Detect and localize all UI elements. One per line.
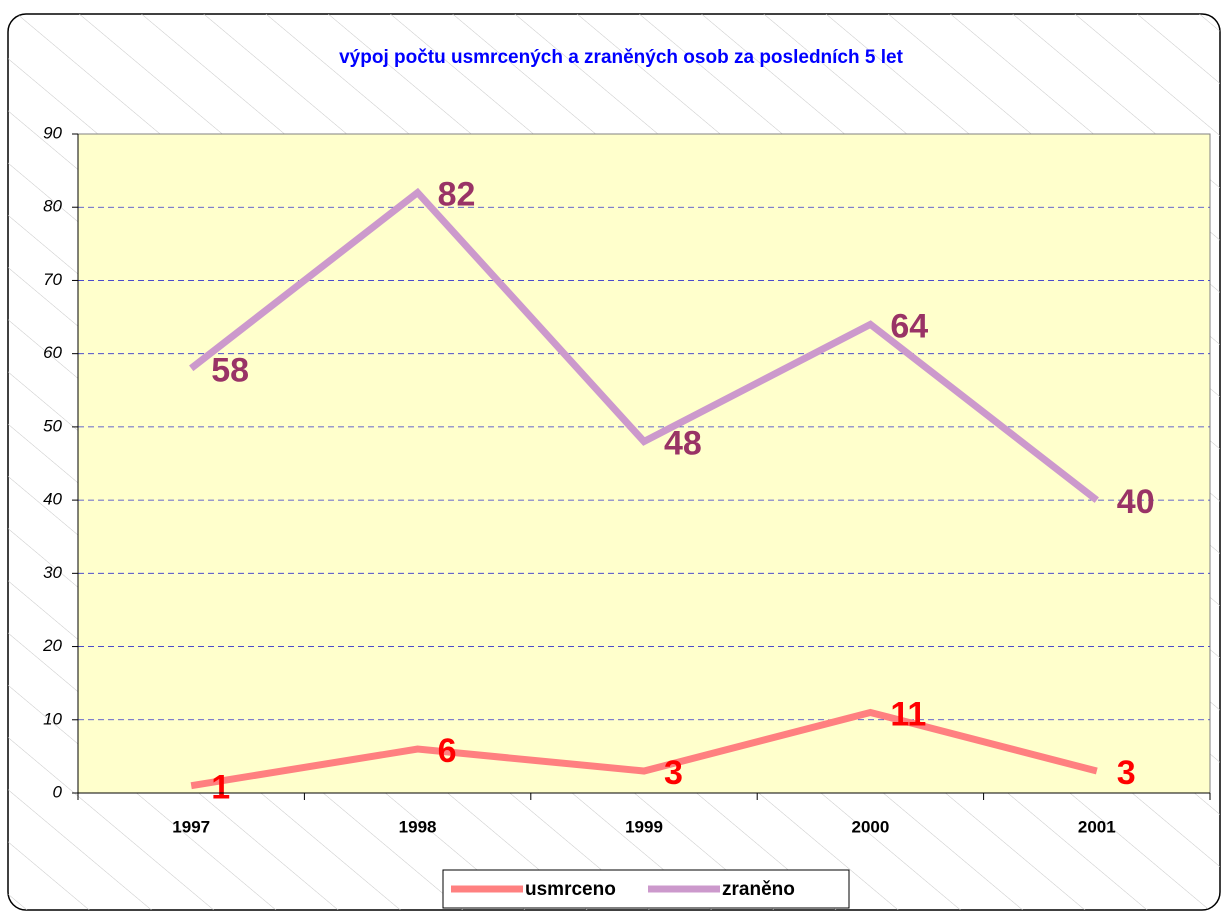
data-label: 6 [438,732,457,770]
legend-label: zraněno [722,879,795,900]
series-line [190,708,1098,790]
data-label: 40 [1117,483,1155,521]
x-tick-label: 1999 [625,817,663,836]
data-label: 58 [211,351,249,389]
y-tick-label: 40 [43,490,62,509]
legend-label: usmrceno [525,879,616,900]
y-tick-label: 80 [43,197,62,216]
chart-title: výpoj počtu usmrcených a zraněných osob … [339,47,903,68]
y-tick-label: 10 [43,709,62,728]
y-tick-label: 50 [43,416,62,435]
x-tick-label: 2000 [851,817,889,836]
x-tick-label: 1998 [399,817,437,836]
series-line [189,187,1099,503]
y-tick-label: 20 [42,636,62,655]
data-label: 3 [1117,754,1136,792]
y-tick-label: 60 [43,343,62,362]
data-label: 1 [211,769,230,807]
x-tick-label: 1997 [172,817,210,836]
y-tick-label: 90 [43,123,62,142]
y-tick-label: 70 [43,270,62,289]
data-label: 48 [664,425,702,463]
plot-area [77,133,1211,794]
y-tick-label: 30 [43,563,62,582]
y-tick-label: 0 [53,782,63,801]
data-label: 64 [890,307,928,345]
data-label: 82 [438,176,476,214]
data-label: 3 [664,754,683,792]
x-tick-label: 2001 [1078,817,1116,836]
data-label: 11 [890,695,926,733]
